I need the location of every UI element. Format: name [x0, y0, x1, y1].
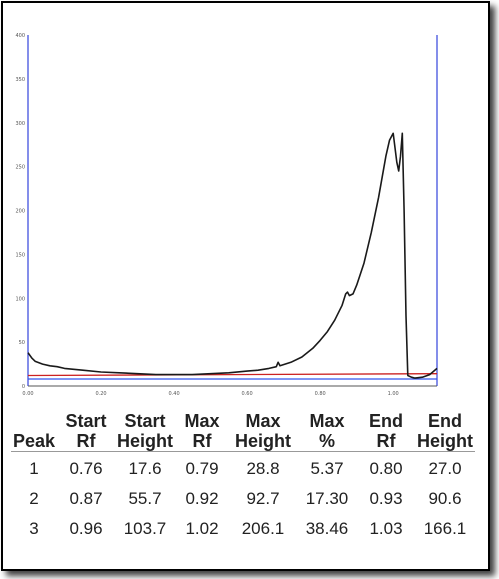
y-tick-label: 200	[15, 209, 25, 215]
plot-area	[28, 35, 437, 386]
table-cell: 0.93	[369, 489, 403, 508]
header-max-rf: Max Rf	[184, 411, 220, 451]
x-tick-label: 0.80	[315, 391, 326, 397]
table-cell: 1	[29, 459, 39, 478]
y-tick-label: 350	[15, 77, 25, 83]
x-tick-label: 1.00	[388, 391, 399, 397]
header-end-rf: End Rf	[369, 411, 403, 451]
header-max-percent: Max%	[309, 411, 345, 451]
y-tick-label: 100	[15, 296, 25, 302]
table-cell: 1.03	[369, 519, 403, 538]
table-row: 3 0.96 103.7 1.02 206.1 38.46 1.03 166.1	[11, 514, 475, 544]
table-row: 2 0.87 55.7 0.92 92.7 17.30 0.93 90.6	[11, 484, 475, 514]
table-cell: 3	[29, 519, 39, 538]
y-tick-label: 300	[15, 121, 25, 127]
baseline-red-line	[27, 373, 438, 377]
header-end-height: End Height	[417, 411, 473, 451]
table-cell: 90.6	[428, 489, 462, 508]
y-tick-label: 50	[19, 340, 25, 346]
table-cell: 17.6	[128, 459, 162, 478]
y-tick-label: 0	[22, 384, 25, 390]
table-cell: 206.1	[241, 519, 285, 538]
table-cell: 0.79	[185, 459, 219, 478]
x-tick-label: 0.00	[22, 391, 33, 397]
table-cell: 92.7	[246, 489, 280, 508]
table-cell: 1.02	[185, 519, 219, 538]
table-cell: 0.92	[185, 489, 219, 508]
y-tick-label: 400	[15, 33, 25, 39]
table-cell: 166.1	[423, 519, 467, 538]
figure-frame: 400 350 300 250 200 150 100 50 0 0.00 0.20 0.40 0.60…	[1, 1, 490, 571]
table-cell: 27.0	[428, 459, 462, 478]
x-tick-label: 0.60	[242, 391, 253, 397]
table-cell: 2	[29, 489, 39, 508]
x-tick-label: 0.20	[95, 391, 106, 397]
header-peak: Peak	[12, 431, 56, 451]
header-start-rf: Start Rf	[65, 411, 107, 451]
table-row: 1 0.76 17.6 0.79 28.8 5.37 0.80 27.0	[11, 452, 475, 485]
density-trace-line	[27, 132, 438, 379]
peak-table: Peak Start Rf Start Height Max Rf Max Height…	[11, 411, 475, 544]
table-cell: 103.7	[123, 519, 167, 538]
table-cell: 0.76	[69, 459, 103, 478]
header-start-height: Start Height	[117, 411, 173, 451]
header-max-height: Max Height	[235, 411, 291, 451]
table-cell: 38.46	[305, 519, 349, 538]
table-cell: 5.37	[310, 459, 344, 478]
table-cell: 17.30	[305, 489, 349, 508]
table-cell: 0.87	[69, 489, 103, 508]
y-tick-label: 250	[15, 165, 25, 171]
table-cell: 0.80	[369, 459, 403, 478]
table-cell: 0.96	[69, 519, 103, 538]
densitometry-chart: 400 350 300 250 200 150 100 50 00.00 0.20 0.40 0.60…	[15, 33, 438, 397]
table-cell: 55.7	[128, 489, 162, 508]
y-tick-label: 150	[15, 252, 25, 258]
table-cell: 28.8	[246, 459, 280, 478]
table-header-row: Peak Start Rf Start Height Max Rf Max Height…	[11, 411, 475, 452]
x-tick-label: 0.40	[169, 391, 180, 397]
